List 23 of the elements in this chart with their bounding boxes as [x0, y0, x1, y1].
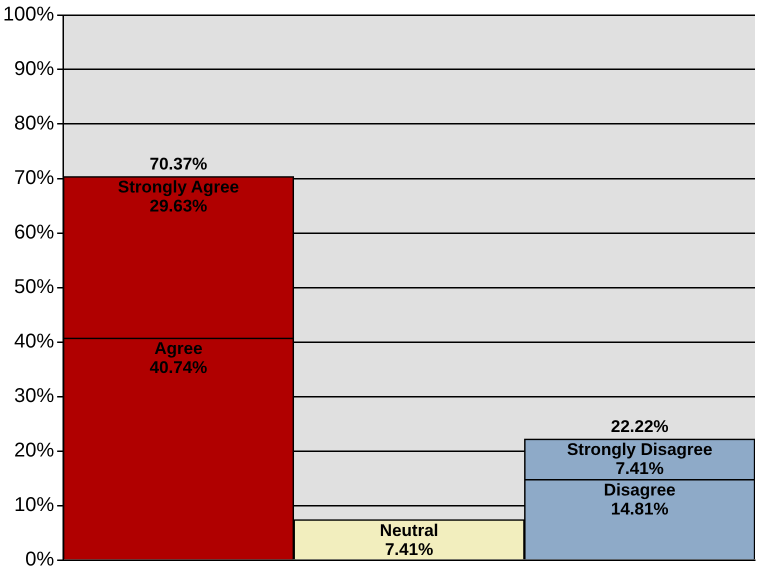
series-label: Strongly Disagree	[566, 440, 712, 460]
total-label: 70.37%	[150, 154, 208, 174]
y-tick-label: 40%	[14, 330, 54, 353]
series-label: Agree	[154, 339, 203, 358]
y-tick-label: 0%	[25, 548, 54, 571]
y-tick-label: 90%	[14, 58, 54, 80]
y-tick-label: 10%	[14, 494, 54, 516]
y-tick-label: 30%	[14, 385, 54, 408]
total-label: 22.22%	[610, 417, 669, 436]
y-tick-label: 60%	[14, 222, 54, 244]
data-label: 14.81%	[610, 499, 669, 518]
data-label: 7.41%	[616, 459, 664, 478]
y-tick-label: 70%	[14, 167, 54, 190]
series-label: Neutral	[380, 520, 438, 540]
series-label: Disagree	[604, 480, 676, 500]
y-tick-label: 20%	[14, 440, 54, 462]
y-tick-label: 100%	[2, 4, 54, 26]
y-tick-label: 50%	[14, 276, 54, 298]
data-label: 40.74%	[150, 358, 208, 378]
data-label: 7.41%	[384, 540, 434, 559]
series-label: Strongly Agree	[118, 178, 240, 197]
data-label: 29.63%	[150, 196, 208, 216]
y-tick-label: 80%	[14, 112, 54, 135]
